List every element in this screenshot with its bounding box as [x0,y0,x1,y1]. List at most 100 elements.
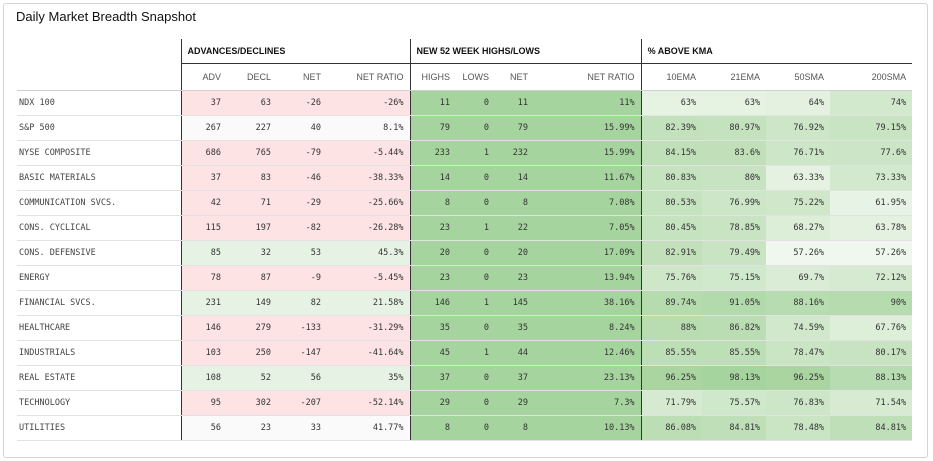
cell-21ema: 83.6% [702,140,767,166]
cell-highs: 11 [409,90,457,116]
cell-adv: 115 [180,215,227,241]
cell-21ema: 80.97% [702,115,767,141]
cell-decl: 149 [227,290,277,316]
table-row: REAL ESTATE 108 52 56 35% 37 0 37 23.13% 96.25% 98… [17,365,913,391]
column-header-50sma: 50SMA [766,63,831,91]
cell-200sma: 84.81% [830,415,913,441]
cell-21ema: 84.81% [702,415,767,441]
cell-hl-net-ratio: 12.46% [534,340,642,366]
cell-highs: 37 [409,365,457,391]
cell-adv: 42 [180,190,227,216]
cell-10ema: 80.53% [640,190,703,216]
cell-adv-net: 56 [277,365,327,391]
header-corner [17,39,181,64]
column-header-21ema: 21EMA [702,63,767,91]
cell-hl-net: 44 [495,340,535,366]
cell-10ema: 88% [640,315,703,341]
column-header-adv: ADV [180,63,227,91]
row-label: UTILITIES [17,415,181,441]
cell-adv: 85 [180,240,227,266]
cell-10ema: 75.76% [640,265,703,291]
cell-adv-net: 53 [277,240,327,266]
cell-hl-net: 14 [495,165,535,191]
cell-200sma: 73.33% [830,165,913,191]
cell-lows: 0 [456,240,496,266]
cell-hl-net: 79 [495,115,535,141]
cell-decl: 227 [227,115,277,141]
cell-adv: 108 [180,365,227,391]
cell-50sma: 78.47% [766,340,831,366]
cell-hl-net-ratio: 11.67% [534,165,642,191]
cell-highs: 8 [409,190,457,216]
cell-adv-net-ratio: -25.66% [327,190,411,216]
cell-hl-net: 37 [495,365,535,391]
cell-lows: 0 [456,90,496,116]
column-header-hl-net: NET [495,63,535,91]
cell-50sma: 76.83% [766,390,831,416]
cell-adv-net-ratio: -5.45% [327,265,411,291]
cell-21ema: 91.05% [702,290,767,316]
cell-21ema: 63% [702,90,767,116]
cell-hl-net: 22 [495,215,535,241]
cell-hl-net-ratio: 23.13% [534,365,642,391]
cell-21ema: 79.49% [702,240,767,266]
cell-decl: 302 [227,390,277,416]
cell-highs: 35 [409,315,457,341]
cell-lows: 1 [456,340,496,366]
cell-hl-net-ratio: 11% [534,90,642,116]
cell-lows: 0 [456,190,496,216]
cell-lows: 0 [456,390,496,416]
cell-21ema: 86.82% [702,315,767,341]
table-row: ENERGY 78 87 -9 -5.45% 23 0 23 13.94% 75.76% 75.15… [17,265,913,291]
row-label: COMMUNICATION SVCS. [17,190,181,216]
cell-adv: 686 [180,140,227,166]
cell-adv: 267 [180,115,227,141]
cell-10ema: 84.15% [640,140,703,166]
cell-highs: 146 [409,290,457,316]
cell-50sma: 78.48% [766,415,831,441]
cell-lows: 0 [456,315,496,341]
cell-decl: 63 [227,90,277,116]
cell-decl: 250 [227,340,277,366]
column-header-hl-net-ratio: NET RATIO [534,63,642,91]
cell-50sma: 63.33% [766,165,831,191]
column-header-row: ADV DECL NET NET RATIO HIGHS LOWS NET NET RATIO… [17,63,913,91]
cell-decl: 71 [227,190,277,216]
table-row: NYSE COMPOSITE 686 765 -79 -5.44% 233 1 232 15.9… [17,140,913,166]
cell-21ema: 85.55% [702,340,767,366]
row-label: TECHNOLOGY [17,390,181,416]
table-row: UTILITIES 56 23 33 41.77% 8 0 8 10.13% 86.08% 84.8… [17,415,913,441]
cell-decl: 83 [227,165,277,191]
row-label: FINANCIAL SVCS. [17,290,181,316]
cell-21ema: 98.13% [702,365,767,391]
page-title: Daily Market Breadth Snapshot [16,9,196,24]
cell-10ema: 85.55% [640,340,703,366]
cell-200sma: 61.95% [830,190,913,216]
cell-hl-net-ratio: 17.09% [534,240,642,266]
cell-highs: 23 [409,215,457,241]
cell-adv-net: -26 [277,90,327,116]
cell-lows: 1 [456,290,496,316]
cell-hl-net-ratio: 7.08% [534,190,642,216]
table-row: TECHNOLOGY 95 302 -207 -52.14% 29 0 29 7.3% 71.79… [17,390,913,416]
cell-10ema: 89.74% [640,290,703,316]
cell-50sma: 68.27% [766,215,831,241]
cell-adv-net-ratio: -26.28% [327,215,411,241]
row-label: ENERGY [17,265,181,291]
cell-decl: 87 [227,265,277,291]
cell-hl-net: 35 [495,315,535,341]
cell-200sma: 63.78% [830,215,913,241]
cell-50sma: 75.22% [766,190,831,216]
cell-adv: 103 [180,340,227,366]
cell-decl: 197 [227,215,277,241]
cell-200sma: 77.6% [830,140,913,166]
cell-lows: 0 [456,265,496,291]
cell-10ema: 80.45% [640,215,703,241]
cell-decl: 23 [227,415,277,441]
cell-10ema: 63% [640,90,703,116]
cell-adv-net: 33 [277,415,327,441]
cell-adv-net: -207 [277,390,327,416]
group-advances-declines: ADVANCES/DECLINES [180,39,411,64]
cell-hl-net: 8 [495,190,535,216]
cell-adv: 37 [180,90,227,116]
